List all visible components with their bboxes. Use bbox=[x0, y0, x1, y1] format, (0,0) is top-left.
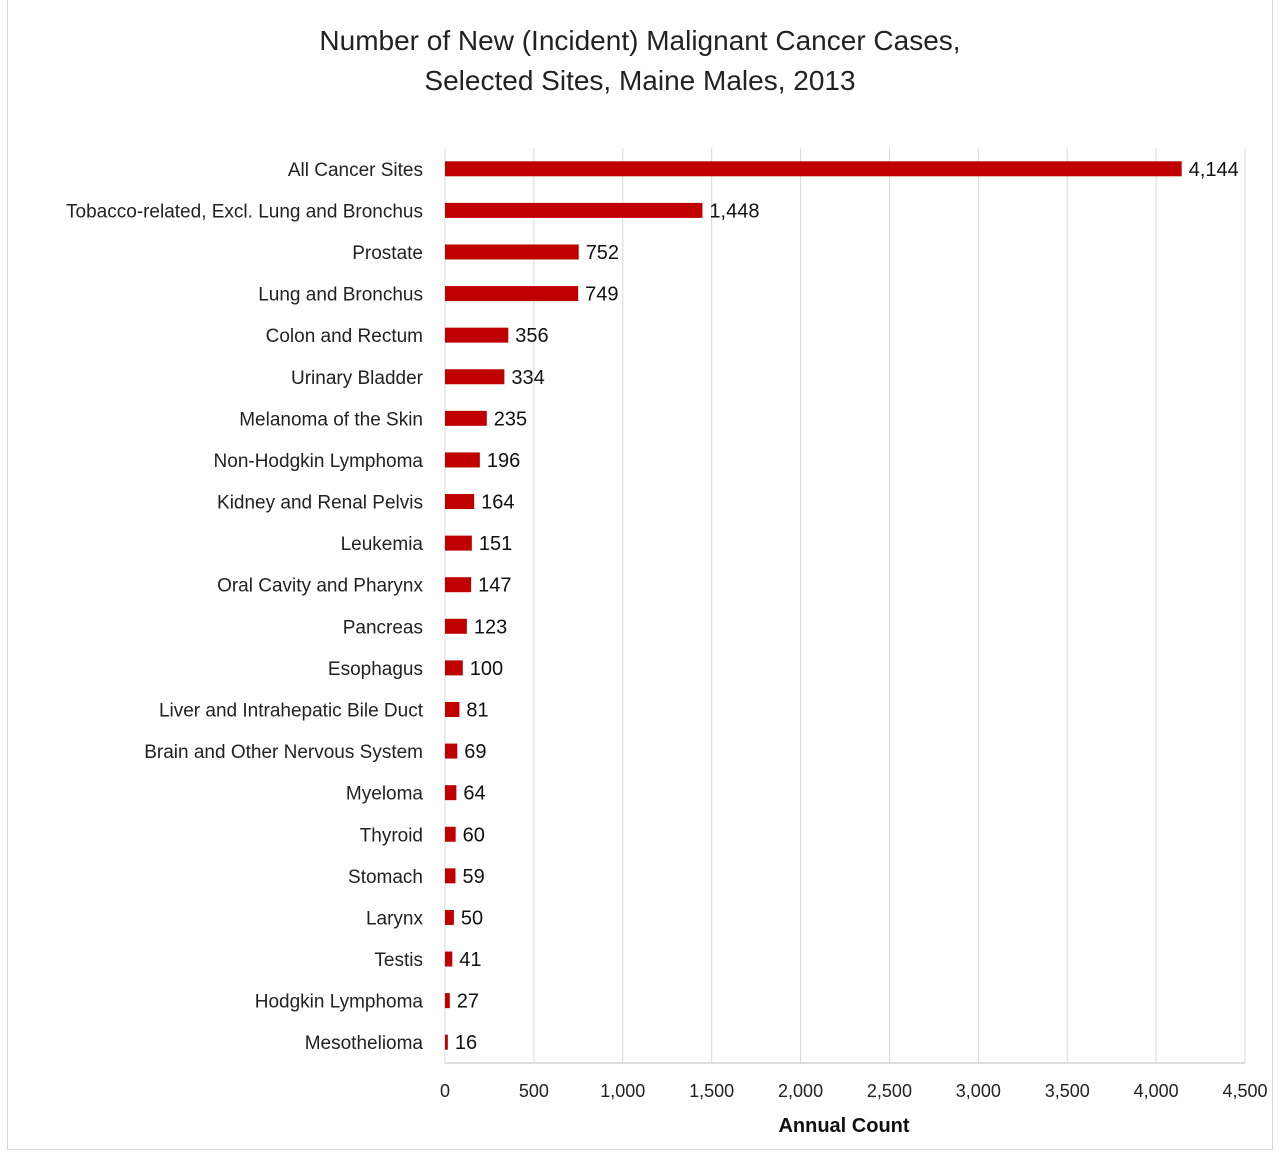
bar bbox=[445, 161, 1182, 177]
data-label: 69 bbox=[464, 741, 486, 763]
x-tick-label: 1,500 bbox=[689, 1081, 734, 1101]
bar bbox=[445, 1034, 448, 1050]
data-label: 64 bbox=[463, 783, 485, 805]
x-tick-label: 3,500 bbox=[1045, 1081, 1090, 1101]
category-label: All Cancer Sites bbox=[288, 160, 423, 181]
x-tick-label: 2,000 bbox=[778, 1081, 823, 1101]
data-label: 27 bbox=[457, 991, 479, 1013]
bar bbox=[445, 618, 467, 634]
data-label: 16 bbox=[455, 1032, 477, 1054]
x-tick-label: 4,500 bbox=[1222, 1081, 1267, 1101]
bar bbox=[445, 327, 509, 343]
category-label: Lung and Bronchus bbox=[258, 285, 423, 306]
category-label: Non-Hodgkin Lymphoma bbox=[214, 451, 424, 472]
category-label: Colon and Rectum bbox=[266, 326, 423, 347]
gridlines bbox=[444, 148, 1246, 1064]
bar bbox=[445, 494, 475, 510]
data-label: 81 bbox=[466, 699, 488, 721]
data-label: 196 bbox=[487, 450, 520, 472]
data-label: 749 bbox=[585, 284, 618, 306]
data-label: 60 bbox=[463, 824, 485, 846]
x-tick-labels: 0 500 1,000 1,500 2,000 2,500 3,000 3,500 4,000 4… bbox=[440, 1081, 1268, 1101]
category-label: Liver and Intrahepatic Bile Duct bbox=[159, 700, 424, 721]
data-label: 1,448 bbox=[709, 200, 759, 222]
x-tick-label: 500 bbox=[519, 1081, 549, 1101]
category-label: Mesothelioma bbox=[305, 1033, 424, 1054]
bar bbox=[445, 452, 480, 468]
bar bbox=[445, 993, 450, 1009]
bar bbox=[445, 660, 463, 676]
x-tick-label: 2,500 bbox=[867, 1081, 912, 1101]
data-label: 4,144 bbox=[1189, 159, 1239, 181]
chart-frame bbox=[7, 0, 1273, 1150]
data-labels: 4,144 1,448 752 749 356 334 235 196 164 151 147 123… bbox=[455, 159, 1239, 1054]
category-label: Urinary Bladder bbox=[291, 368, 424, 389]
x-tick-label: 4,000 bbox=[1134, 1081, 1179, 1101]
bar bbox=[445, 369, 505, 385]
data-label: 151 bbox=[479, 533, 512, 555]
x-tick-label: 0 bbox=[440, 1081, 450, 1101]
x-tick-label: 1,000 bbox=[600, 1081, 645, 1101]
category-label: Oral Cavity and Pharynx bbox=[217, 576, 423, 597]
category-label: Kidney and Renal Pelvis bbox=[217, 493, 423, 514]
bars bbox=[445, 161, 1182, 1050]
category-label: Melanoma of the Skin bbox=[239, 409, 423, 430]
bar bbox=[445, 909, 454, 925]
category-label: Tobacco-related, Excl. Lung and Bronchus bbox=[66, 201, 423, 222]
data-label: 147 bbox=[478, 575, 511, 597]
x-tick-label: 3,000 bbox=[956, 1081, 1001, 1101]
category-label: Pancreas bbox=[343, 617, 423, 638]
bar bbox=[445, 826, 456, 842]
data-label: 164 bbox=[481, 492, 514, 514]
category-labels: All Cancer Sites Tobacco-related, Excl. L… bbox=[66, 160, 424, 1054]
bar bbox=[445, 701, 460, 717]
bar bbox=[445, 535, 472, 551]
data-label: 100 bbox=[470, 658, 503, 680]
category-label: Leukemia bbox=[341, 534, 424, 555]
category-label: Esophagus bbox=[328, 659, 423, 680]
data-label: 59 bbox=[462, 866, 484, 888]
data-label: 235 bbox=[494, 408, 527, 430]
bar bbox=[445, 868, 456, 884]
category-label: Stomach bbox=[348, 867, 423, 888]
data-label: 334 bbox=[511, 367, 544, 389]
x-axis-label: Annual Count bbox=[778, 1115, 909, 1137]
data-label: 123 bbox=[474, 616, 507, 638]
bar bbox=[445, 244, 579, 260]
bar bbox=[445, 743, 458, 759]
data-label: 356 bbox=[515, 325, 548, 347]
data-label: 752 bbox=[586, 242, 619, 264]
bar bbox=[445, 286, 579, 302]
bar bbox=[445, 202, 703, 218]
bar bbox=[445, 577, 472, 593]
category-label: Brain and Other Nervous System bbox=[144, 742, 423, 763]
category-label: Hodgkin Lymphoma bbox=[255, 992, 424, 1013]
chart-title-line-1: Number of New (Incident) Malignant Cance… bbox=[319, 25, 961, 56]
category-label: Myeloma bbox=[346, 784, 424, 805]
category-label: Thyroid bbox=[360, 825, 423, 846]
category-label: Larynx bbox=[366, 908, 424, 929]
category-label: Prostate bbox=[352, 243, 423, 264]
bar bbox=[445, 951, 453, 967]
data-label: 50 bbox=[461, 907, 483, 929]
bar bbox=[445, 785, 457, 801]
bar bbox=[445, 410, 487, 426]
chart-title-line-2: Selected Sites, Maine Males, 2013 bbox=[424, 65, 856, 96]
data-label: 41 bbox=[459, 949, 481, 971]
category-label: Testis bbox=[374, 950, 423, 971]
